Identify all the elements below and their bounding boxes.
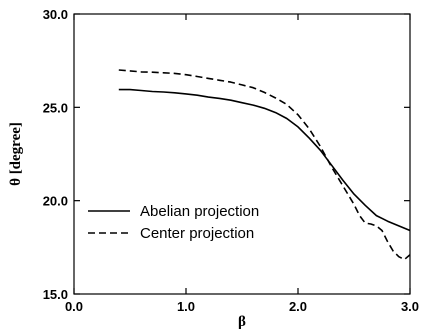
legend-label-center: Center projection bbox=[140, 225, 254, 242]
legend: Abelian projection Center projection bbox=[88, 203, 259, 242]
y-tick-label: 30.0 bbox=[43, 7, 68, 22]
y-tick-label: 15.0 bbox=[43, 287, 68, 302]
series-line-center bbox=[118, 69, 411, 261]
axis-ticks bbox=[73, 13, 411, 295]
x-axis-title: β bbox=[238, 314, 246, 330]
y-tick-label: 20.0 bbox=[43, 194, 68, 209]
x-tick-label: 2.0 bbox=[289, 299, 307, 314]
x-tick-label: 3.0 bbox=[401, 299, 419, 314]
axis-tick-labels: 0.0 1.0 2.0 3.0 15.0 20.0 25.0 30.0 bbox=[43, 7, 419, 314]
y-tick-label: 25.0 bbox=[43, 100, 68, 115]
x-tick-label: 0.0 bbox=[65, 299, 83, 314]
x-tick-label: 1.0 bbox=[177, 299, 195, 314]
series-line-abelian bbox=[118, 88, 411, 232]
y-axis-title: θ [degree] bbox=[8, 122, 24, 186]
series-lines bbox=[118, 69, 411, 261]
plot-frame bbox=[73, 13, 411, 295]
legend-label-abelian: Abelian projection bbox=[140, 203, 259, 220]
